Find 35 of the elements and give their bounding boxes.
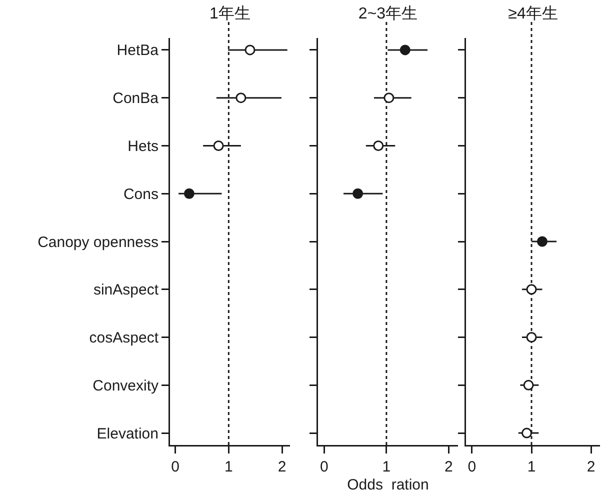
point: [213, 140, 224, 151]
x-tick-label: 1: [527, 458, 536, 476]
y-tick-label: sinAspect: [93, 282, 160, 299]
point: [400, 44, 410, 56]
y-tick-label: Elevation: [96, 425, 158, 442]
y-tick-label: Hets: [128, 138, 158, 155]
chart-title: 1年生: [210, 4, 250, 23]
point: [526, 332, 537, 343]
x-tick-label: 2: [444, 458, 453, 476]
x-tick-label: 1: [382, 458, 391, 476]
y-tick-label: cosAspect: [89, 330, 160, 347]
x-tick-label: 0: [320, 458, 328, 476]
y-tick-label: Cons: [123, 186, 158, 203]
x-tick-label: 0: [171, 458, 180, 476]
point: [244, 44, 256, 56]
y-tick-label: HetBa: [116, 42, 160, 60]
point: [522, 428, 532, 438]
point: [384, 92, 394, 104]
point: [352, 188, 364, 199]
point: [536, 236, 548, 247]
point: [526, 284, 537, 295]
x-tick-label: 0: [468, 458, 476, 476]
chart-title: 2~3年生: [358, 4, 418, 23]
y-tick-label: ConBa: [112, 90, 160, 108]
x-tick-label: 1: [224, 458, 233, 476]
point: [523, 380, 534, 390]
x-tick-label: 2: [278, 458, 286, 476]
x-axis-title: Odds ration: [347, 476, 429, 494]
point: [236, 92, 246, 104]
point: [184, 188, 194, 199]
y-tick-label: Canopy openness: [38, 234, 158, 251]
point: [373, 140, 384, 151]
chart-title: ≥4年生: [508, 4, 558, 23]
x-tick-label: 2: [586, 458, 596, 476]
y-tick-label: Convexity: [92, 377, 159, 394]
